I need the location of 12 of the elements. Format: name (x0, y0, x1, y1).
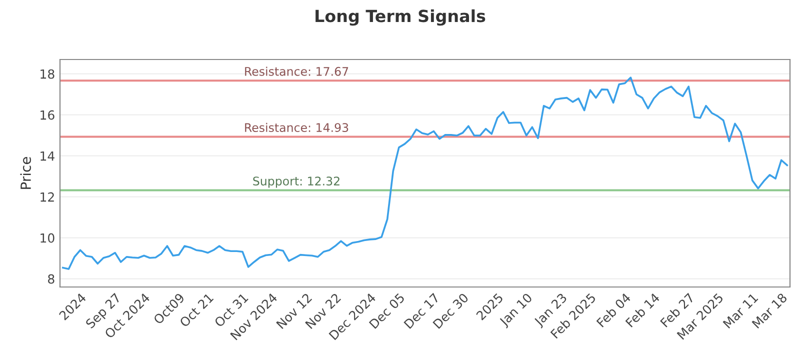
y-tick-label: 10 (40, 233, 54, 243)
y-tick-label: 14 (40, 151, 54, 161)
y-axis-title: Price (20, 157, 31, 189)
ref-line-label: Resistance: 17.67 (245, 66, 348, 76)
ref-line-label: Support: 12.32 (253, 176, 340, 188)
y-tick-label: 18 (40, 69, 54, 79)
y-tick-label: 16 (40, 110, 54, 120)
y-tick-label: 8 (48, 274, 54, 284)
y-tick-label: 12 (40, 192, 54, 202)
ref-line-label: Resistance: 14.93 (245, 122, 348, 132)
line-series (62, 76, 788, 270)
chart-title: Long Term Signals (316, 9, 486, 26)
